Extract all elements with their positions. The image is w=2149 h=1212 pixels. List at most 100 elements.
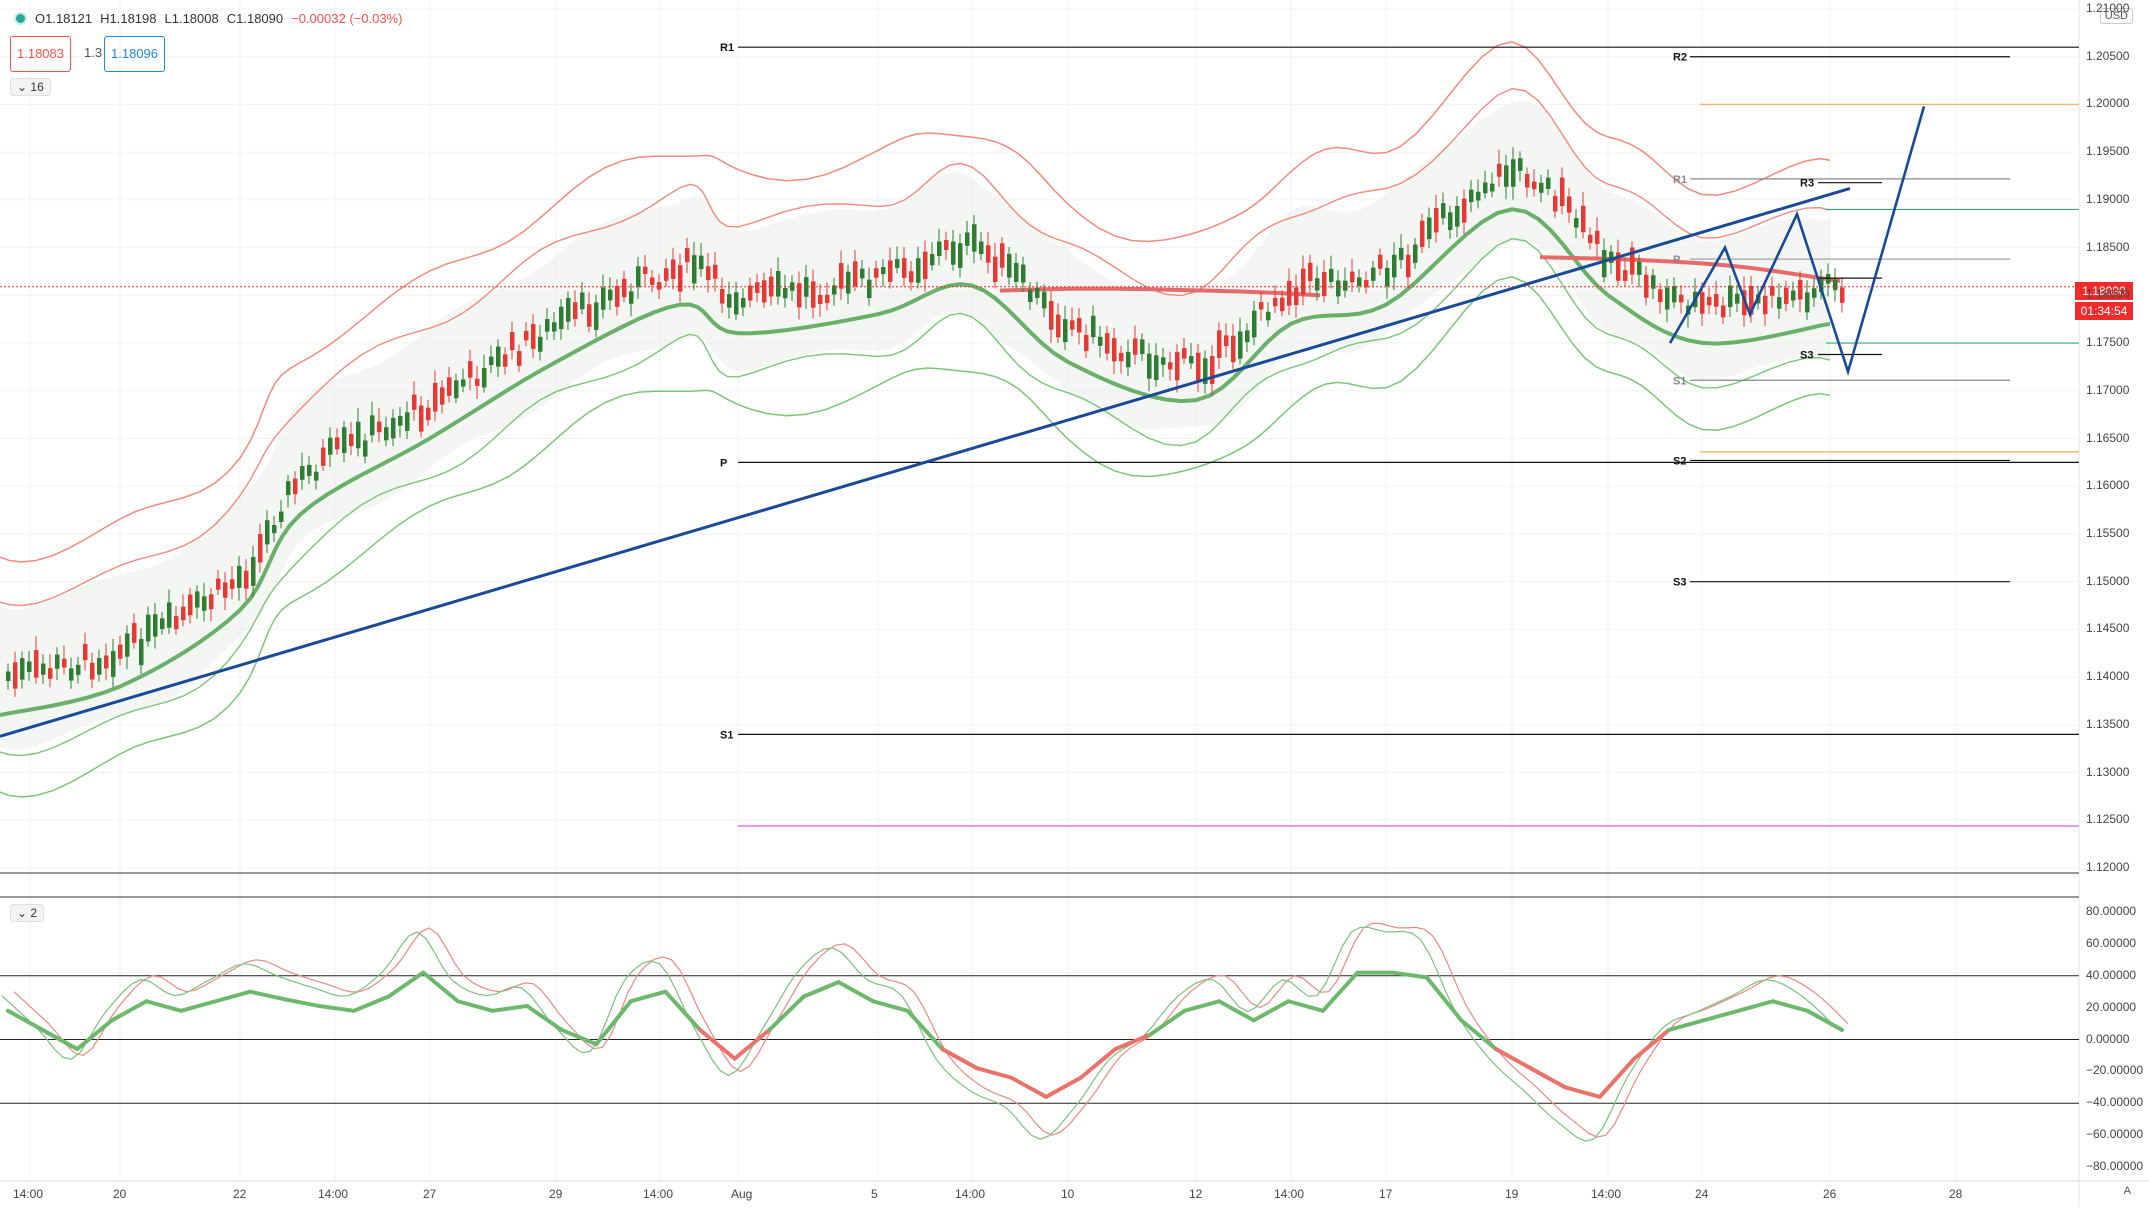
- candle-body: [223, 582, 228, 598]
- price-axis-label: 1.12000: [2086, 860, 2130, 874]
- osc-axis-label: −80.00000: [2086, 1159, 2144, 1173]
- sell-button[interactable]: 1.18083: [10, 36, 71, 72]
- candle-body: [1735, 293, 1740, 304]
- buy-button[interactable]: 1.18096: [104, 36, 165, 72]
- candle-body: [1665, 287, 1670, 310]
- osc-main-segment: [1666, 1018, 1706, 1032]
- osc-main-segment: [974, 1066, 1014, 1080]
- candle-body: [1742, 290, 1747, 316]
- price-axis-label: 1.21000: [2086, 1, 2130, 15]
- osc-axis-label: 80.00000: [2086, 904, 2137, 918]
- candle-body: [1455, 206, 1460, 227]
- candle-body: [1217, 330, 1222, 358]
- candle-body: [902, 258, 907, 278]
- candle-body: [1476, 191, 1481, 201]
- osc-main-segment: [282, 997, 322, 1009]
- candle-body: [216, 578, 221, 590]
- osc-main-segment: [1736, 999, 1775, 1013]
- osc-main-segment: [1493, 1047, 1533, 1071]
- candle-body: [174, 616, 179, 630]
- osc-main-segment: [801, 980, 841, 999]
- candle-body: [1833, 279, 1838, 291]
- candle-body: [1805, 292, 1810, 313]
- time-axis-label: 14:00: [13, 1187, 44, 1201]
- osc-main-segment: [1528, 1066, 1568, 1090]
- candle-body: [1287, 280, 1292, 306]
- osc-main-segment: [1563, 1085, 1602, 1099]
- candle-body: [1343, 280, 1348, 291]
- currency-badge[interactable]: USD: [2099, 8, 2133, 24]
- candle-body: [27, 661, 32, 672]
- candle-body: [1644, 274, 1649, 298]
- candle-body: [69, 668, 74, 681]
- osc-main-segment: [1286, 999, 1325, 1013]
- osc-main-segment: [1632, 1027, 1671, 1061]
- candle-body: [937, 241, 942, 256]
- candle-body: [1126, 351, 1131, 368]
- candle-body: [1238, 331, 1243, 359]
- candle-body: [62, 658, 67, 668]
- pivot-label-s3: S3: [1673, 577, 1686, 589]
- candle-body: [1049, 300, 1054, 330]
- candle-body: [1707, 296, 1712, 306]
- candle-body: [1511, 159, 1516, 187]
- time-axis-label: 10: [1061, 1187, 1075, 1201]
- candle-body: [1273, 297, 1278, 307]
- candle-body: [1728, 285, 1733, 308]
- candle-body: [181, 606, 186, 621]
- osc-main-segment: [1217, 999, 1256, 1023]
- candle-body: [1252, 310, 1257, 338]
- candle-body: [1077, 318, 1082, 333]
- candle-body: [1392, 254, 1397, 278]
- candle-body: [503, 354, 508, 367]
- price-axis-label: 1.13500: [2086, 716, 2130, 731]
- osc-main-segment: [144, 999, 184, 1013]
- osc-main-segment: [767, 994, 806, 1032]
- candle-body: [1378, 254, 1383, 269]
- candle-body: [874, 268, 879, 278]
- candle-body: [139, 638, 144, 666]
- time-axis-label: 12: [1189, 1187, 1203, 1201]
- candle-body: [1098, 336, 1103, 346]
- candle-body: [1091, 315, 1096, 338]
- candle-body: [111, 651, 116, 677]
- oscillator-collapse-button[interactable]: ⌄ 2: [10, 904, 45, 922]
- candle-body: [202, 596, 207, 611]
- candle-body: [76, 664, 81, 675]
- candle-body: [230, 579, 235, 589]
- osc-main-segment: [352, 994, 391, 1013]
- candle-body: [489, 356, 494, 366]
- candle-body: [363, 440, 368, 457]
- inner-lower-band: [0, 237, 1831, 757]
- chevron-down-icon: ⌄: [17, 906, 28, 920]
- candle-body: [531, 323, 536, 349]
- osc-main-segment: [213, 989, 253, 1004]
- candle-body: [1448, 212, 1453, 230]
- time-axis-label: 14:00: [643, 1187, 674, 1201]
- osc-main-segment: [490, 1004, 530, 1013]
- oscillator-count: 2: [30, 906, 38, 920]
- candle-body: [713, 264, 718, 279]
- pivot-label-r3-small: R3: [1800, 178, 1814, 190]
- pivot-label-s2: S2: [1673, 455, 1686, 467]
- indicators-collapse-button[interactable]: ⌄ 16: [10, 78, 51, 96]
- candle-body: [1483, 182, 1488, 194]
- candle-body: [1196, 352, 1201, 382]
- auto-scale-button[interactable]: A: [2123, 1185, 2131, 1197]
- candle-body: [1504, 165, 1509, 187]
- candle-body: [944, 239, 949, 251]
- bar-countdown: 01:34:54: [2075, 302, 2133, 320]
- osc-axis-label: 0.00000: [2086, 1031, 2130, 1046]
- osc-main-segment: [1805, 1008, 1844, 1032]
- candle-body: [286, 481, 291, 496]
- candle-body: [1084, 334, 1089, 352]
- osc-main-segment: [1390, 970, 1429, 980]
- osc-main-segment: [1044, 1075, 1083, 1099]
- candle-body: [839, 263, 844, 289]
- time-axis-label: 28: [1949, 1187, 1963, 1201]
- current-price-badge: 1.18090: [2075, 282, 2133, 300]
- candle-body: [1399, 247, 1404, 260]
- spread-value: 1.3: [84, 45, 103, 60]
